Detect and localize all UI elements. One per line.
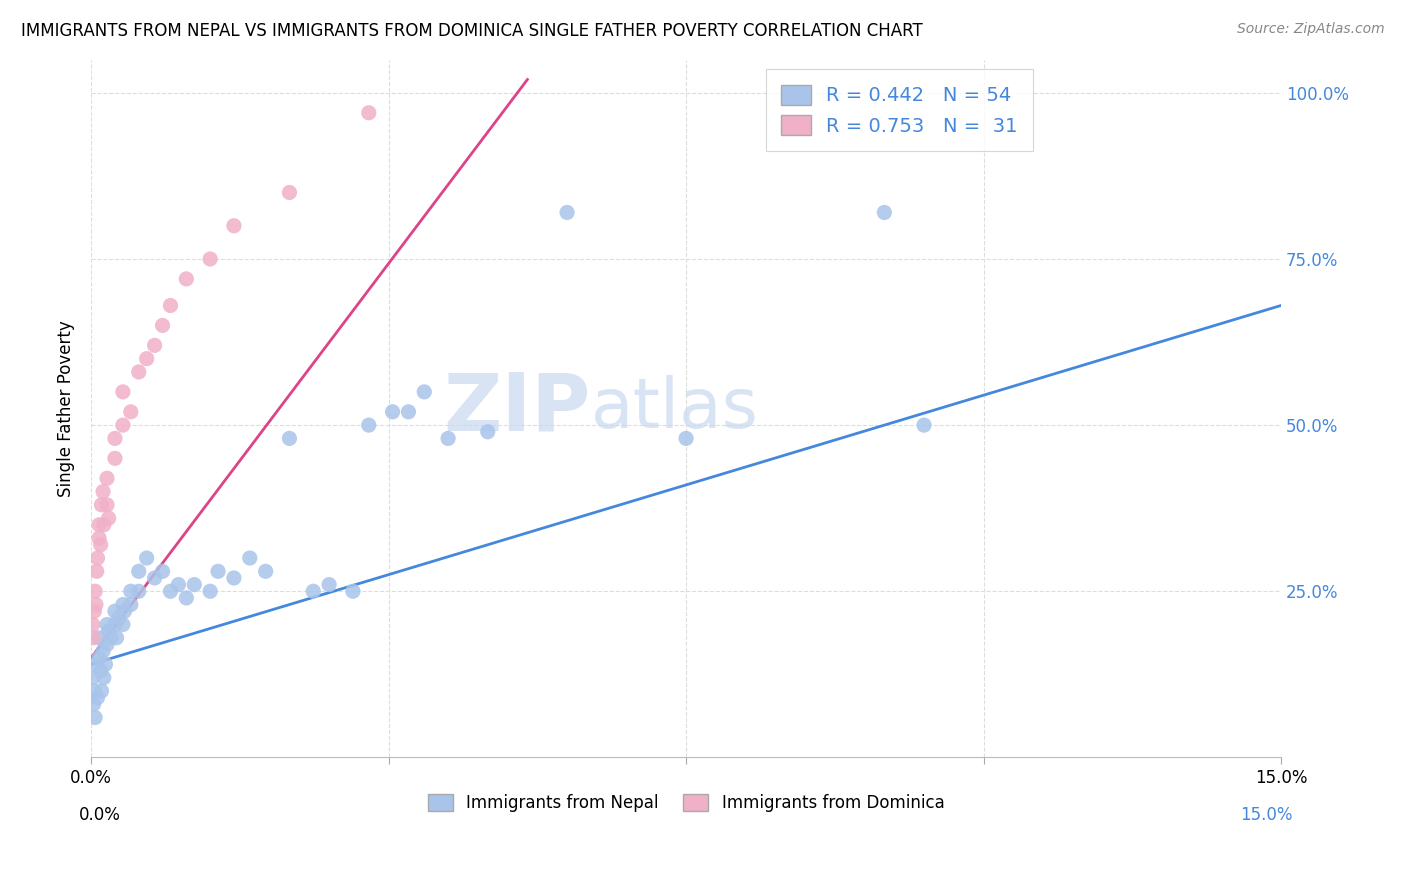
Point (555, 205, 578, 219)
Point (83, 684, 105, 698)
Point (87, 650, 110, 665)
Point (91, 644, 114, 658)
Point (111, 598, 134, 612)
Point (357, 105, 380, 120)
Point (96, 498, 118, 512)
Point (90, 684, 112, 698)
Point (278, 431, 301, 445)
Legend: Immigrants from Nepal, Immigrants from Dominica: Immigrants from Nepal, Immigrants from D… (420, 788, 952, 819)
Point (143, 338, 166, 352)
Point (135, 551, 157, 566)
Point (167, 577, 190, 591)
Point (111, 418, 134, 433)
Point (108, 611, 131, 625)
Point (104, 451, 127, 466)
Point (82, 671, 104, 685)
Point (105, 631, 128, 645)
Point (86, 551, 108, 566)
Point (91, 484, 114, 499)
Point (120, 584, 142, 599)
Point (239, 551, 262, 566)
Point (128, 564, 150, 578)
Point (111, 384, 134, 399)
Point (120, 405, 142, 419)
Point (675, 431, 697, 445)
Point (396, 405, 419, 419)
Point (84, 657, 107, 672)
Point (302, 584, 325, 599)
Point (222, 571, 245, 585)
Point (477, 425, 499, 439)
Text: Source: ZipAtlas.com: Source: ZipAtlas.com (1237, 22, 1385, 37)
Point (342, 584, 364, 599)
Point (84, 584, 107, 599)
Point (413, 384, 436, 399)
Point (96, 617, 118, 632)
Point (100, 631, 122, 645)
Point (82, 617, 104, 632)
Point (90, 664, 112, 678)
Y-axis label: Single Father Poverty: Single Father Poverty (58, 320, 75, 497)
Point (159, 584, 181, 599)
Point (84, 598, 107, 612)
Point (97, 511, 120, 525)
Point (198, 252, 221, 266)
Text: 0.0%: 0.0% (79, 806, 121, 824)
Point (152, 564, 174, 578)
Point (104, 431, 127, 445)
Point (278, 186, 301, 200)
Point (152, 318, 174, 333)
Text: IMMIGRANTS FROM NEPAL VS IMMIGRANTS FROM DOMINICA SINGLE FATHER POVERTY CORRELAT: IMMIGRANTS FROM NEPAL VS IMMIGRANTS FROM… (21, 22, 922, 40)
Point (96, 471, 118, 485)
Point (207, 564, 229, 578)
Point (198, 584, 221, 599)
Point (128, 365, 150, 379)
Point (104, 604, 127, 618)
Point (437, 431, 460, 445)
Point (176, 591, 198, 605)
Point (87, 531, 110, 545)
Text: 15.0%: 15.0% (1240, 806, 1294, 824)
Point (94, 657, 117, 672)
Point (83, 604, 105, 618)
Point (159, 298, 181, 312)
Point (84, 710, 107, 724)
Point (120, 598, 142, 612)
Point (87, 631, 110, 645)
Point (86, 690, 108, 705)
Point (83, 698, 105, 712)
Text: atlas: atlas (591, 375, 759, 442)
Text: ZIP: ZIP (444, 369, 591, 448)
Point (90, 538, 112, 552)
Point (357, 418, 380, 433)
Point (381, 405, 404, 419)
Point (104, 617, 127, 632)
Point (135, 351, 157, 366)
Point (318, 577, 340, 591)
Point (86, 564, 108, 578)
Point (90, 498, 112, 512)
Point (114, 604, 136, 618)
Point (93, 517, 115, 532)
Point (873, 205, 896, 219)
Point (183, 577, 205, 591)
Point (254, 564, 277, 578)
Point (176, 272, 198, 286)
Point (87, 517, 110, 532)
Point (96, 637, 118, 651)
Point (912, 418, 935, 433)
Point (143, 571, 166, 585)
Point (93, 671, 115, 685)
Point (222, 219, 245, 233)
Point (111, 617, 134, 632)
Point (97, 624, 120, 639)
Point (83, 631, 105, 645)
Point (128, 584, 150, 599)
